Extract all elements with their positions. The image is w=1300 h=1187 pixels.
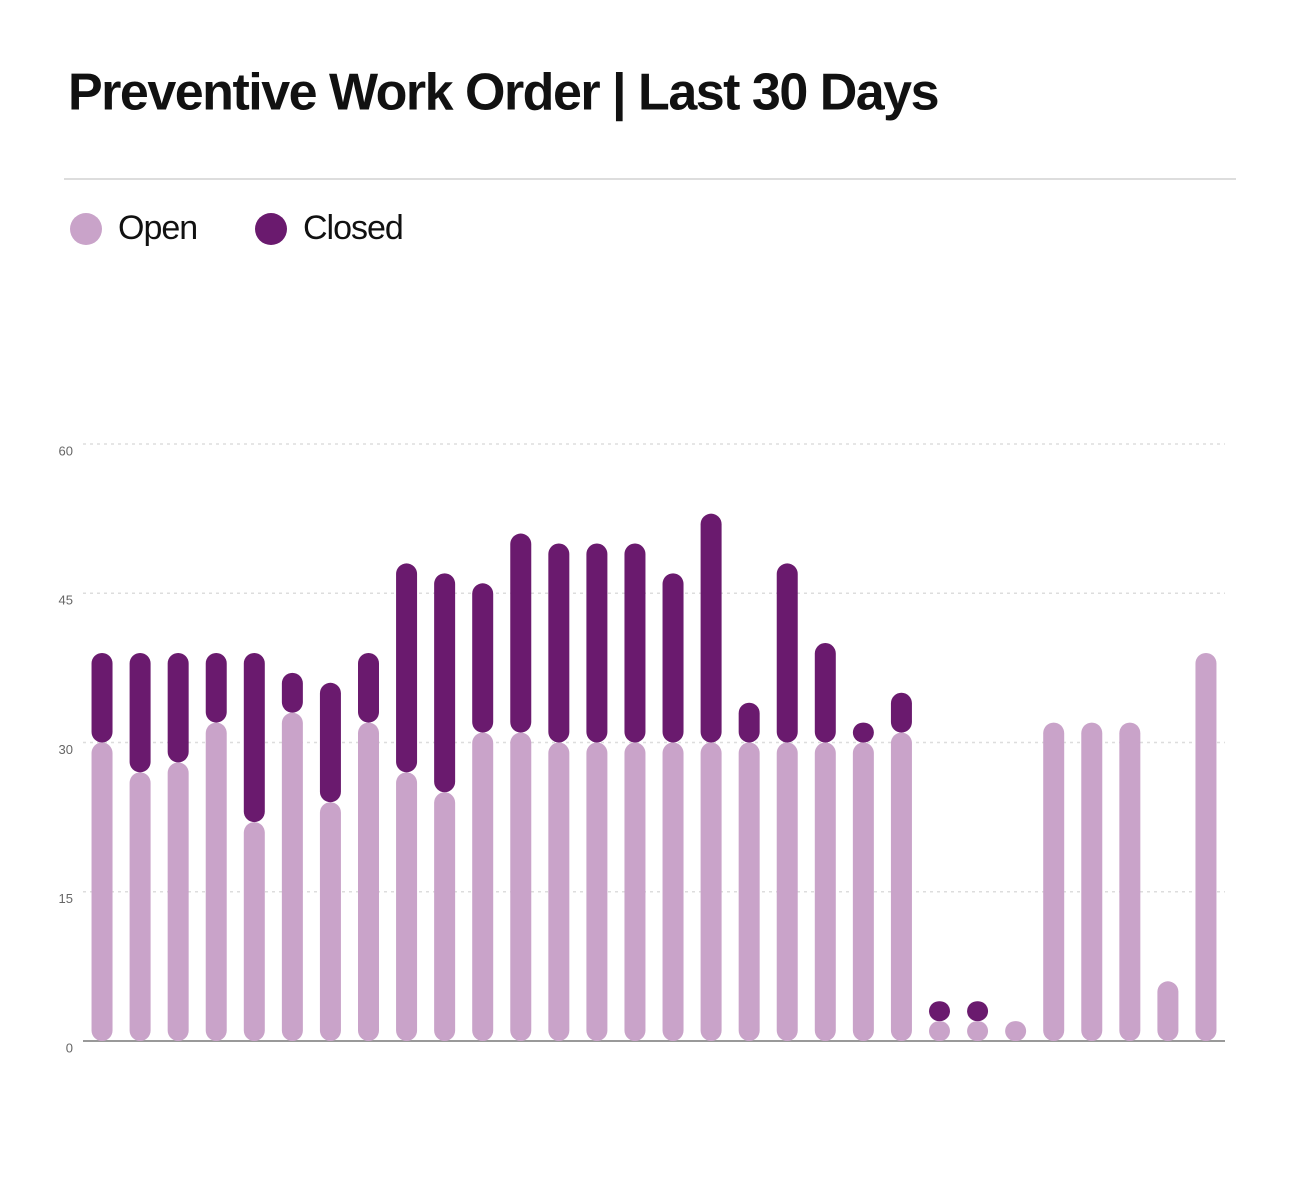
y-tick-label: 30: [59, 742, 73, 757]
bar-segment: [1195, 652, 1217, 1041]
bar-segment: [586, 742, 608, 1041]
legend-swatch: [70, 213, 102, 245]
bar-segment: [358, 652, 379, 723]
bar-segment: [700, 513, 722, 743]
bar-segment: [1119, 722, 1141, 1041]
bar-segment: [776, 563, 798, 743]
bar-segment: [358, 722, 379, 1041]
bar-segment: [662, 742, 684, 1041]
bar-segment: [624, 543, 646, 743]
bar-segment: [967, 1021, 989, 1041]
legend-label: Open: [118, 209, 197, 247]
bar-segment: [396, 563, 418, 773]
bar-segment: [434, 573, 456, 793]
bar-segment: [510, 533, 532, 733]
bar-segment: [91, 652, 113, 743]
bar-segment: [205, 652, 227, 723]
bar-segment: [700, 742, 722, 1041]
bar-segment: [890, 692, 912, 733]
bar-segment: [814, 643, 836, 743]
y-tick-label: 60: [59, 443, 73, 458]
bar-segment: [243, 652, 265, 823]
bar-segment: [243, 822, 265, 1041]
bar-segment: [624, 742, 646, 1041]
bar-segment: [814, 742, 836, 1041]
bar-segment: [1081, 722, 1103, 1041]
bar-segment: [396, 772, 418, 1041]
bar-segment: [281, 672, 303, 713]
bar-segment: [510, 732, 532, 1041]
bar-segment: [472, 732, 494, 1041]
bar-segment: [205, 722, 227, 1041]
bar-segment: [852, 722, 874, 743]
bar-segment: [319, 682, 341, 803]
y-tick-label: 15: [59, 891, 73, 906]
bar-segment: [91, 742, 113, 1041]
bar-segment: [929, 1001, 950, 1022]
bar-segment: [281, 712, 303, 1041]
bar-segment: [662, 573, 684, 743]
bar-segment: [967, 1001, 989, 1022]
y-tick-label: 0: [66, 1040, 73, 1055]
bar-segment: [129, 652, 151, 773]
bar-segment: [776, 742, 798, 1041]
bar-segment: [852, 742, 874, 1041]
bar-segment: [1005, 1021, 1027, 1041]
y-tick-label: 45: [59, 593, 73, 608]
bar-segment: [738, 702, 760, 743]
bar-segment: [1043, 722, 1065, 1041]
bar-segment: [586, 543, 608, 743]
legend-label: Closed: [303, 209, 403, 247]
bar-segment: [548, 742, 570, 1041]
bar-segment: [167, 762, 189, 1041]
bar-segment: [1157, 981, 1179, 1041]
bar-segment: [738, 742, 760, 1041]
bar-segment: [472, 583, 494, 733]
bar-segment: [319, 802, 341, 1041]
bar-segment: [929, 1021, 950, 1041]
bar-segment: [167, 652, 189, 763]
bar-segment: [434, 792, 456, 1041]
legend-swatch: [255, 213, 287, 245]
bar-segment: [890, 732, 912, 1041]
chart-title: Preventive Work Order | Last 30 Days: [68, 64, 938, 122]
bar-segment: [129, 772, 151, 1041]
bar-segment: [548, 543, 570, 743]
